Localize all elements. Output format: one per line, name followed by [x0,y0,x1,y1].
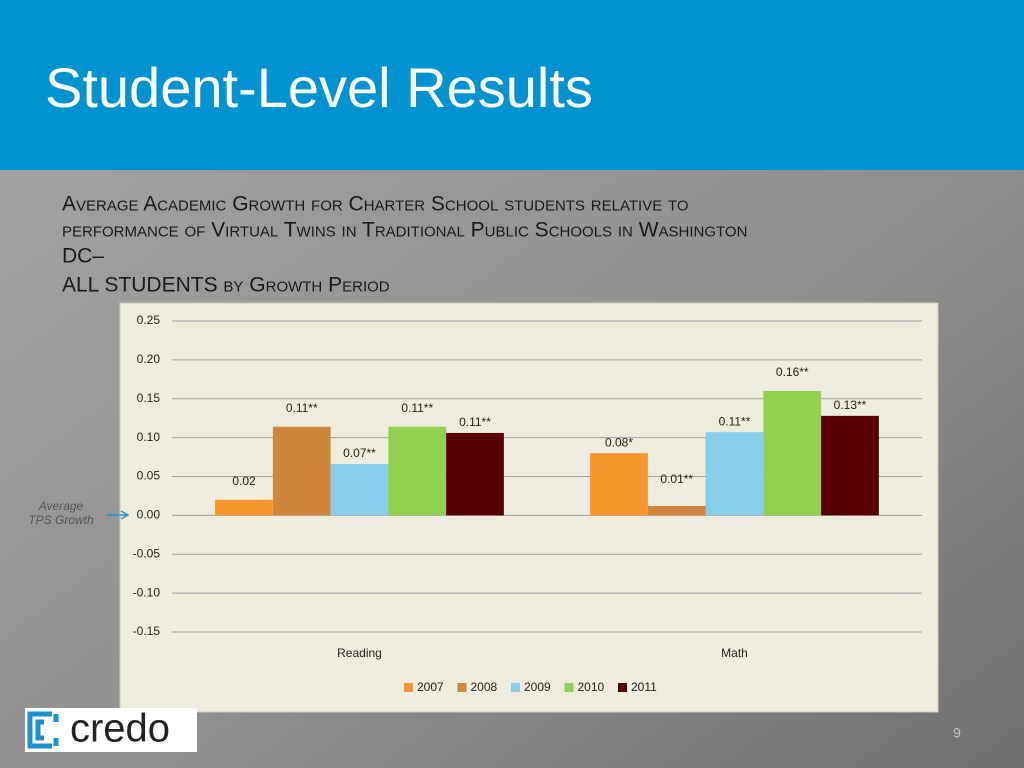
legend-label: 2011 [631,680,657,694]
data-label: 0.01** [660,472,693,486]
legend-label: 2008 [471,680,498,694]
legend-swatch [618,683,627,692]
y-tick-label: 0.05 [137,469,161,483]
bar [705,432,764,516]
x-tick-label: Reading [337,646,382,660]
y-tick-label: -0.05 [133,546,161,560]
legend-swatch [564,683,574,692]
legend-label: 2009 [524,680,551,694]
data-label: 0.13** [834,398,867,412]
bar [590,453,648,516]
data-label: 0.07** [343,446,376,460]
data-label: 0.08* [605,435,633,449]
header-bar [0,0,1024,170]
slide-title: Student-Level Results [45,56,593,119]
bar [330,464,389,516]
logo-text: credo [70,707,170,751]
legend-swatch [511,683,520,692]
subtitle: Average Academic Growth for Charter Scho… [62,193,747,297]
data-label: 0.02 [232,474,256,488]
x-tick-label: Math [721,646,748,660]
bar [215,499,273,516]
data-label: 0.11** [459,415,491,429]
bar [272,426,331,516]
legend-label: 2010 [578,680,605,694]
bar [821,415,879,516]
data-label: 0.11** [286,401,318,415]
subtitle-line: performance of Virtual Twins in Traditio… [62,219,747,242]
legend-swatch [457,683,467,692]
subtitle-line: Average Academic Growth for Charter Scho… [62,193,689,216]
data-label: 0.16** [776,365,809,379]
legend-swatch [404,683,413,692]
y-tick-label: 0.15 [137,391,161,405]
y-tick-label: -0.10 [133,585,161,599]
subtitle-line: DC– [62,245,104,268]
annotation-arrowhead [120,510,130,520]
annotation-line: Average [38,499,84,513]
bar [647,506,706,516]
data-label: 0.11** [401,401,433,415]
data-label: 0.11** [719,414,751,428]
y-tick-label: -0.15 [133,624,161,638]
y-tick-label: 0.25 [137,313,161,327]
y-tick-label: 0.20 [137,352,161,366]
page-number: 9 [953,725,961,741]
bar [763,390,822,516]
y-tick-label: 0.10 [137,430,161,444]
plot: -0.15 -0.10 -0.05 0.00 0.05 0.10 0.15 0.20 0.25 R… [133,313,922,694]
subtitle-line: ALL STUDENTS by Growth Period [62,274,390,297]
logo-icon [27,711,52,749]
legend-label: 2007 [417,680,444,694]
y-tick-label: 0.00 [137,508,161,522]
annotation-line: TPS Growth [28,513,94,527]
bar [446,432,504,516]
bar [388,426,447,516]
